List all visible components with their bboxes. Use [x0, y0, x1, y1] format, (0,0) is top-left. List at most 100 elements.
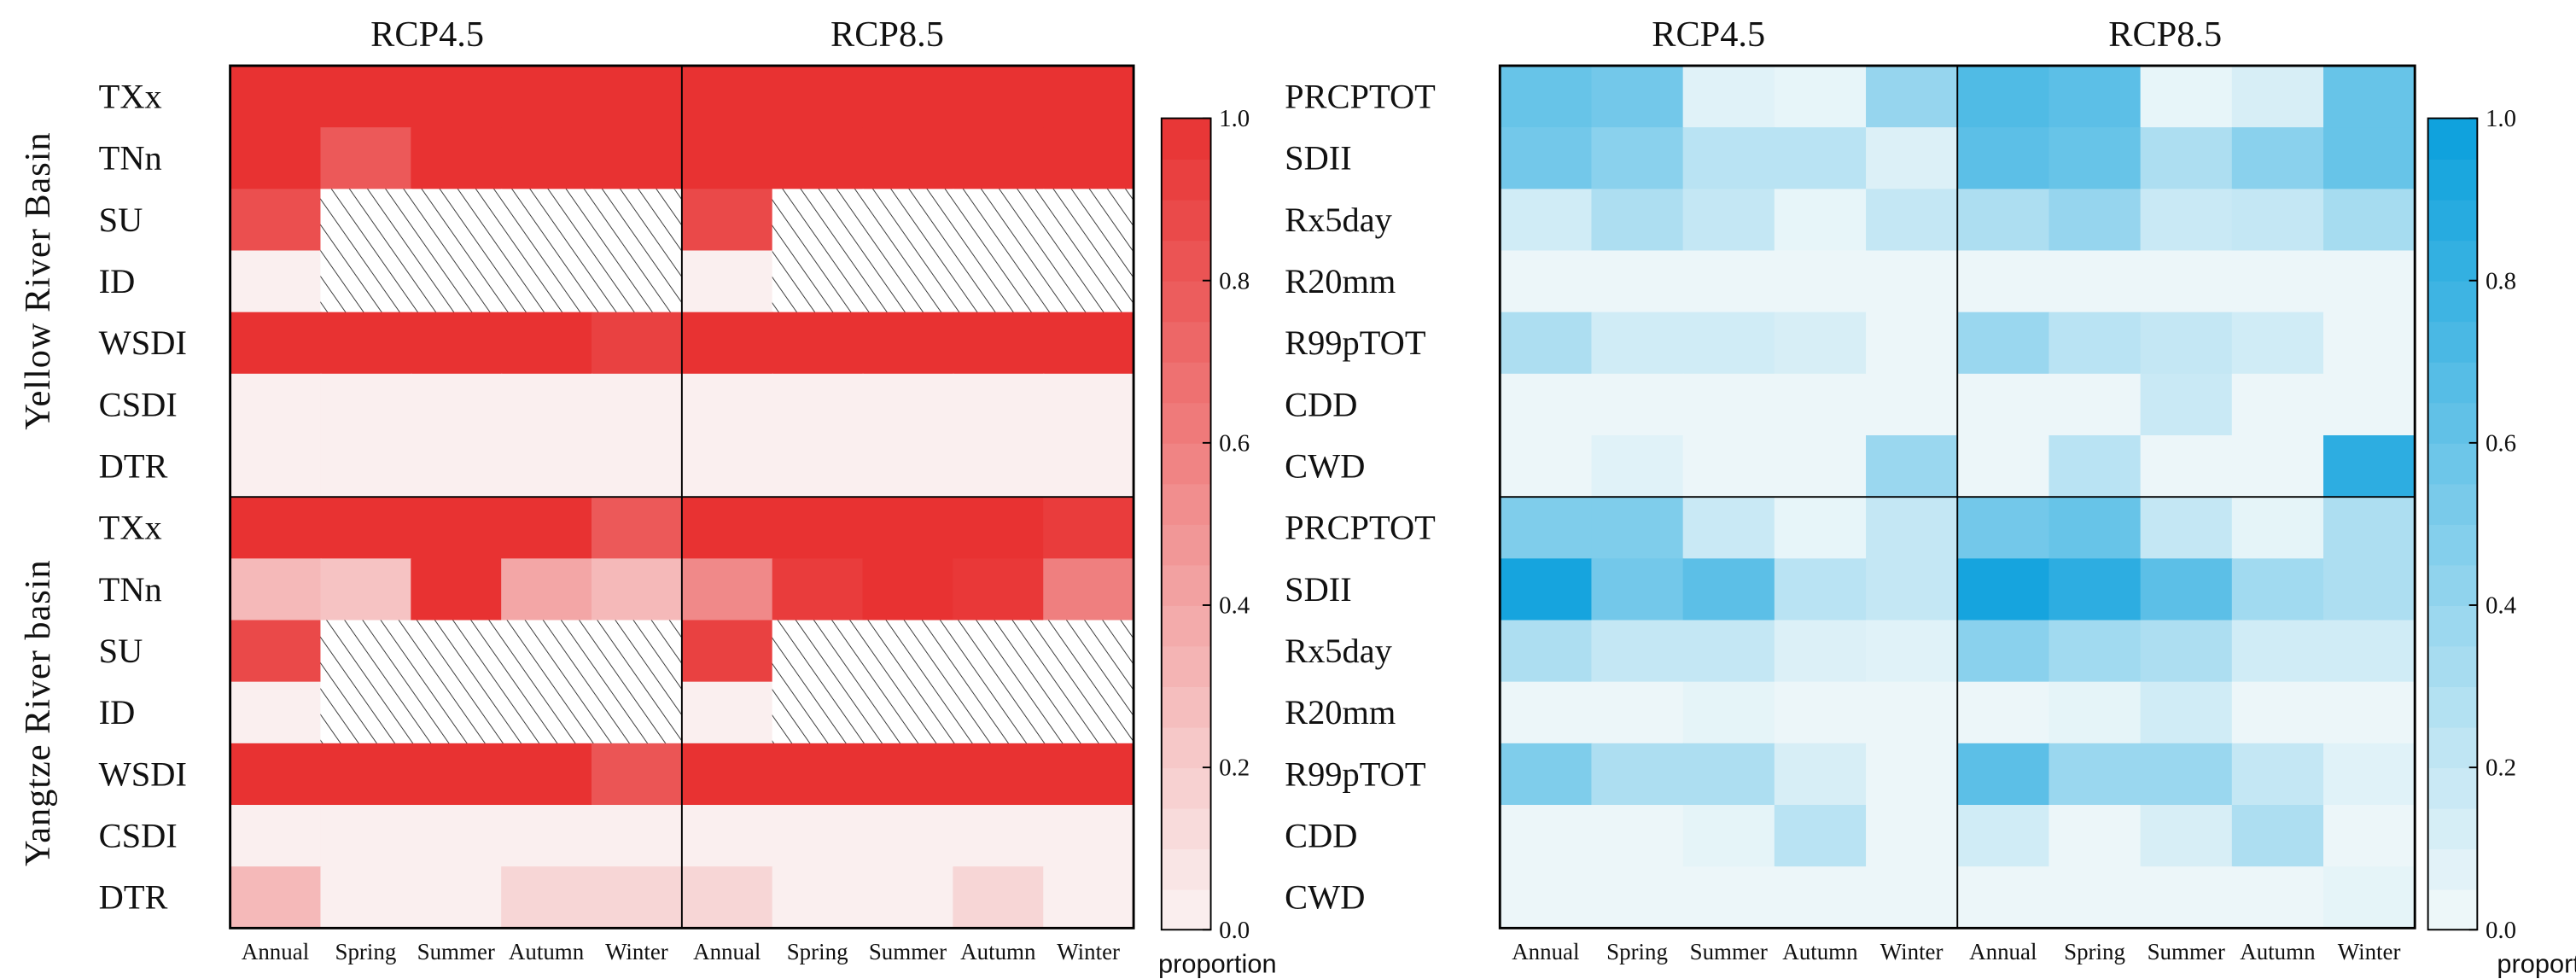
- heatmap-cell: [592, 373, 684, 437]
- colorbar-label: proportion: [1158, 948, 1277, 978]
- heatmap-cell: [772, 558, 864, 621]
- heatmap-cell: [2140, 743, 2233, 807]
- row-label: TNn: [99, 139, 162, 178]
- colorbar-step: [1161, 889, 1211, 931]
- hatched-cell: [862, 189, 954, 252]
- precipitation-heatmap-panel: RCP4.5 RCP8.5 PRCPTOT SDII Rx5day R20mm R99p…: [1285, 15, 2576, 978]
- heatmap-cell: [2140, 681, 2233, 744]
- heatmap-cell: [2049, 681, 2142, 744]
- heatmap-cell: [2049, 558, 2142, 621]
- row-label: SDII: [1285, 139, 1352, 178]
- column-label: Summer: [417, 939, 495, 964]
- heatmap-cell: [2323, 681, 2416, 744]
- column-label: Autumn: [960, 939, 1036, 964]
- colorbar-step: [2427, 159, 2478, 201]
- heatmap-cell: [592, 743, 684, 807]
- colorbar-step: [2427, 889, 2478, 931]
- heatmap-cell: [681, 620, 773, 683]
- heatmap-cell: [230, 681, 322, 744]
- heatmap-cell: [1866, 866, 1959, 929]
- heatmap-cell: [320, 127, 412, 190]
- heatmap-cell: [1500, 558, 1593, 621]
- hatched-cell: [501, 189, 593, 252]
- colorbar-tick-label: 1.0: [2486, 105, 2516, 132]
- heatmap-cell: [1957, 65, 2050, 129]
- heatmap-cell: [1500, 620, 1593, 683]
- heatmap-cell: [320, 866, 412, 929]
- heatmap-cell: [862, 866, 954, 929]
- colorbar-frame: [1160, 117, 1212, 931]
- heatmap-cell: [2231, 805, 2325, 868]
- heatmap-cell: [2049, 866, 2142, 929]
- heatmap-cell: [2323, 312, 2416, 375]
- hatched-cell: [592, 620, 684, 683]
- column-label: Autumn: [1782, 939, 1858, 964]
- heatmap-cell: [592, 65, 684, 129]
- heatmap-cell: [1957, 620, 2050, 683]
- row-label: PRCPTOT: [1285, 78, 1436, 116]
- heatmap-cell: [230, 866, 322, 929]
- heatmap-cell: [592, 127, 684, 190]
- heatmap-cell: [1500, 250, 1593, 313]
- heatmap-cell: [681, 558, 773, 621]
- colorbar-step: [1161, 240, 1211, 282]
- heatmap-cell: [1866, 65, 1959, 129]
- heatmap-cell: [681, 866, 773, 929]
- heatmap-cell: [1043, 373, 1135, 437]
- heatmap-cell: [1774, 497, 1868, 560]
- heatmap-cell: [1591, 497, 1684, 560]
- row-label: Rx5day: [1285, 201, 1392, 239]
- row-label: WSDI: [99, 755, 187, 793]
- heatmap-cell: [1500, 312, 1593, 375]
- heatmap-cell: [681, 681, 773, 744]
- column-label: Winter: [1880, 939, 1944, 964]
- colorbar-tick-label: 0.6: [1219, 429, 1250, 457]
- heatmap-cell: [411, 743, 503, 807]
- heatmap-cell: [1043, 558, 1135, 621]
- column-label: Winter: [1057, 939, 1120, 964]
- colorbar-step: [2427, 726, 2478, 769]
- row-label: Rx5day: [1285, 632, 1392, 670]
- heatmap-cell: [411, 373, 503, 437]
- heatmap-cell: [953, 805, 1045, 868]
- heatmap-cell: [772, 312, 864, 375]
- heatmap-cell: [230, 250, 322, 313]
- heatmap-cell: [1682, 743, 1775, 807]
- heatmap-cell: [772, 866, 864, 929]
- hatched-cell: [320, 250, 412, 313]
- colorbar-step: [2427, 280, 2478, 323]
- colorbar-step: [1161, 483, 1211, 525]
- heatmap-cell: [501, 805, 593, 868]
- colorbar-step: [1161, 645, 1211, 688]
- heatmap-cell: [230, 743, 322, 807]
- colorbar-step: [1161, 767, 1211, 809]
- heatmap-cell: [1866, 250, 1959, 313]
- heatmap-cell: [2140, 189, 2233, 252]
- hatched-cell: [862, 250, 954, 313]
- heatmap-cell: [1500, 866, 1593, 929]
- heatmap-cells: [1500, 65, 2416, 929]
- hatched-cell: [953, 189, 1045, 252]
- heatmap-cell: [230, 65, 322, 129]
- heatmap-cell: [1774, 312, 1868, 375]
- heatmap-cell: [2231, 743, 2325, 807]
- colorbar-step: [1161, 604, 1211, 647]
- heatmap-cell: [1500, 681, 1593, 744]
- colorbar-step: [2427, 240, 2478, 282]
- colorbar-tick-label: 0.4: [2486, 592, 2516, 620]
- column-label: Annual: [693, 939, 761, 964]
- column-label: Summer: [1690, 939, 1768, 964]
- heatmap-cell: [501, 127, 593, 190]
- colorbar-step: [2427, 523, 2478, 566]
- heatmap-cell: [1774, 866, 1868, 929]
- heatmap-cell: [1591, 65, 1684, 129]
- heatmap-cell: [1957, 743, 2050, 807]
- heatmap-cell: [1866, 805, 1959, 868]
- colorbar-tick-label: 0.2: [1219, 755, 1250, 782]
- heatmap-cell: [411, 127, 503, 190]
- row-group-label: Yangtze River basin: [18, 559, 58, 866]
- heatmap-cell: [772, 373, 864, 437]
- colorbar-tick-label: 0.6: [2486, 429, 2516, 457]
- colorbar-step: [1161, 321, 1211, 363]
